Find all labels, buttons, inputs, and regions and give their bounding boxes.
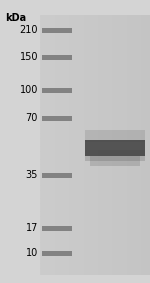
Bar <box>90 156 140 166</box>
Bar <box>85 130 145 142</box>
Bar <box>42 173 72 177</box>
Bar <box>42 226 72 230</box>
Text: 17: 17 <box>26 223 38 233</box>
Text: 100: 100 <box>20 85 38 95</box>
Bar <box>42 27 72 33</box>
Text: 210: 210 <box>20 25 38 35</box>
Bar <box>42 55 72 59</box>
Text: 150: 150 <box>20 52 38 62</box>
Bar <box>42 115 72 121</box>
Text: 10: 10 <box>26 248 38 258</box>
Bar <box>85 140 145 156</box>
Bar <box>42 87 72 93</box>
Text: kDa: kDa <box>5 13 26 23</box>
Text: 70: 70 <box>26 113 38 123</box>
Bar <box>42 250 72 256</box>
Text: 35: 35 <box>26 170 38 180</box>
Bar <box>85 150 145 161</box>
